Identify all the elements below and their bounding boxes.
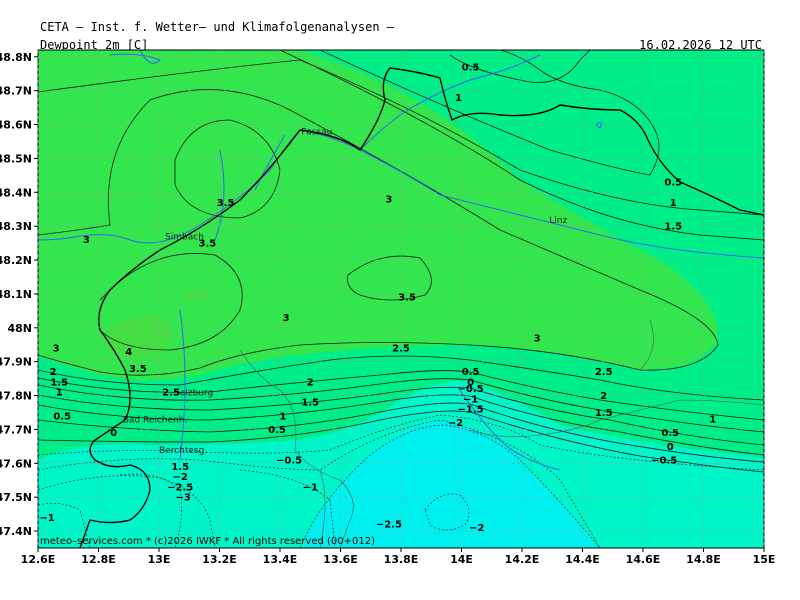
contour-label: 0 (110, 428, 117, 439)
contour-label: −2 (448, 418, 463, 429)
contour-label: 3.5 (129, 364, 147, 375)
contour-label: −0.5 (458, 384, 484, 395)
field-warm3 (182, 289, 210, 302)
lon-tick-label: 14.2E (505, 553, 540, 566)
contour-label: −2 (173, 472, 188, 483)
city-label: Berchtesg. (159, 446, 207, 456)
contour-labels: 0.510.511.533.53.533.5332.543.5321.510.5… (39, 62, 716, 534)
contour-label: 3.5 (199, 238, 217, 249)
lon-tick-label: 14.6E (626, 553, 661, 566)
contour-label: 0 (467, 377, 474, 388)
lon-tick-label: 13.8E (384, 553, 419, 566)
contour-label: −0.5 (276, 455, 302, 466)
city-label: Passau (301, 128, 332, 138)
lat-tick-label: 48.8N (0, 51, 32, 64)
contour-label: 0.5 (268, 425, 286, 436)
contour-label: −3 (176, 493, 191, 504)
state-borders (239, 319, 764, 548)
contour-label: 3 (83, 235, 90, 246)
contour-label: 0.5 (664, 178, 682, 189)
datetime-label: 16.02.2026 12 UTC (639, 38, 762, 52)
lat-tick-label: 47.7N (0, 423, 32, 436)
contour-label: 1 (455, 93, 462, 104)
contour-label: 1 (670, 198, 677, 209)
city-label: Simbach (165, 233, 204, 243)
lon-tick-label: 12.6E (21, 553, 56, 566)
grid (37, 50, 765, 548)
variable-label: Dewpoint 2m [C] (40, 38, 149, 52)
contour-label: 1 (709, 415, 716, 426)
contour-label: 2.5 (162, 388, 180, 399)
negative-contours (38, 414, 764, 548)
contour-label: −1 (303, 482, 318, 493)
contour-label: 0.5 (661, 428, 679, 439)
lat-tick-label: 48.7N (0, 85, 32, 98)
lat-tick-label: 47.9N (0, 356, 32, 369)
lat-tick-label: 48.2N (0, 254, 32, 267)
lat-tick-label: 48.1N (0, 288, 32, 301)
contour-label: 1 (280, 411, 287, 422)
contour-label: 4 (125, 347, 132, 358)
contour-lines (38, 50, 764, 473)
contour-label: −0.5 (651, 455, 677, 466)
lat-tick-label: 47.6N (0, 457, 32, 470)
lon-tick-label: 14.8E (686, 553, 721, 566)
contour-label: 1 (56, 388, 63, 399)
field-warm (38, 50, 719, 380)
field-warm2 (102, 315, 173, 359)
contour-label: 0.5 (53, 411, 71, 422)
lon-tick-label: 13.4E (263, 553, 298, 566)
contour-label: 3 (283, 313, 290, 324)
contour-label: 1.5 (301, 398, 319, 409)
contour-label: 1.5 (664, 222, 682, 233)
contour-label: −1 (463, 394, 478, 405)
city-label: Linz (549, 216, 567, 226)
lon-tick-label: 14.4E (565, 553, 600, 566)
contour-label: 3 (53, 344, 60, 355)
contour-label: 2 (307, 377, 314, 388)
contour-label: 0.5 (462, 62, 480, 73)
lat-tick-label: 48.6N (0, 119, 32, 132)
contour-label: 2 (50, 367, 57, 378)
contour-label: −1.5 (458, 404, 484, 415)
lon-tick-label: 13.6E (323, 553, 358, 566)
lat-tick-label: 47.8N (0, 390, 32, 403)
lat-tick-label: 47.4N (0, 525, 32, 538)
copyright: meteo–services.com * (c)2026 IWKF * All … (40, 536, 375, 547)
lat-tick-label: 48.3N (0, 220, 32, 233)
city-labels: Passau Linz Simbach Salzburg Bad Reichenh. Be… (123, 128, 568, 456)
city-label: Bad Reichenh. (123, 416, 188, 426)
contour-label: 1.5 (595, 408, 613, 419)
contour-label: 1.5 (171, 462, 189, 473)
contour-label: 0 (667, 442, 674, 453)
contour-label: 3.5 (398, 293, 416, 304)
contour-label: 0.5 (462, 367, 480, 378)
contour-label: 2 (600, 391, 607, 402)
contour-label: −2 (469, 523, 484, 534)
lon-tick-label: 12.8E (81, 553, 116, 566)
field-coldest (300, 420, 600, 548)
borders (79, 67, 764, 548)
contour-label: 2.5 (595, 367, 613, 378)
lat-tick-label: 48.4N (0, 186, 32, 199)
contour-label: 1.5 (50, 377, 68, 388)
lat-tick-label: 48.5N (0, 152, 32, 165)
institute-header: CETA – Inst. f. Wetter– und Klimafolgena… (40, 20, 395, 34)
contour-label: −2.5 (167, 482, 193, 493)
lat-tick-label: 48N (7, 322, 32, 335)
city-label: Salzburg (174, 389, 213, 399)
contour-label: 3 (385, 194, 392, 205)
lon-tick-label: 13E (148, 553, 171, 566)
lon-tick-label: 13.2E (202, 553, 237, 566)
contour-label: −1 (39, 513, 54, 524)
contour-label: 3 (534, 333, 541, 344)
axis-ticks: 48.8N 48.7N 48.6N 48.5N 48.4N 48.3N 48.2N 48.1N… (0, 51, 775, 566)
lon-tick-label: 15E (753, 553, 776, 566)
contour-label: 2.5 (392, 344, 410, 355)
contour-label: 3.5 (217, 198, 235, 209)
contour-label: −2.5 (376, 520, 402, 531)
lat-tick-label: 47.5N (0, 491, 32, 504)
lon-tick-label: 14E (450, 553, 473, 566)
